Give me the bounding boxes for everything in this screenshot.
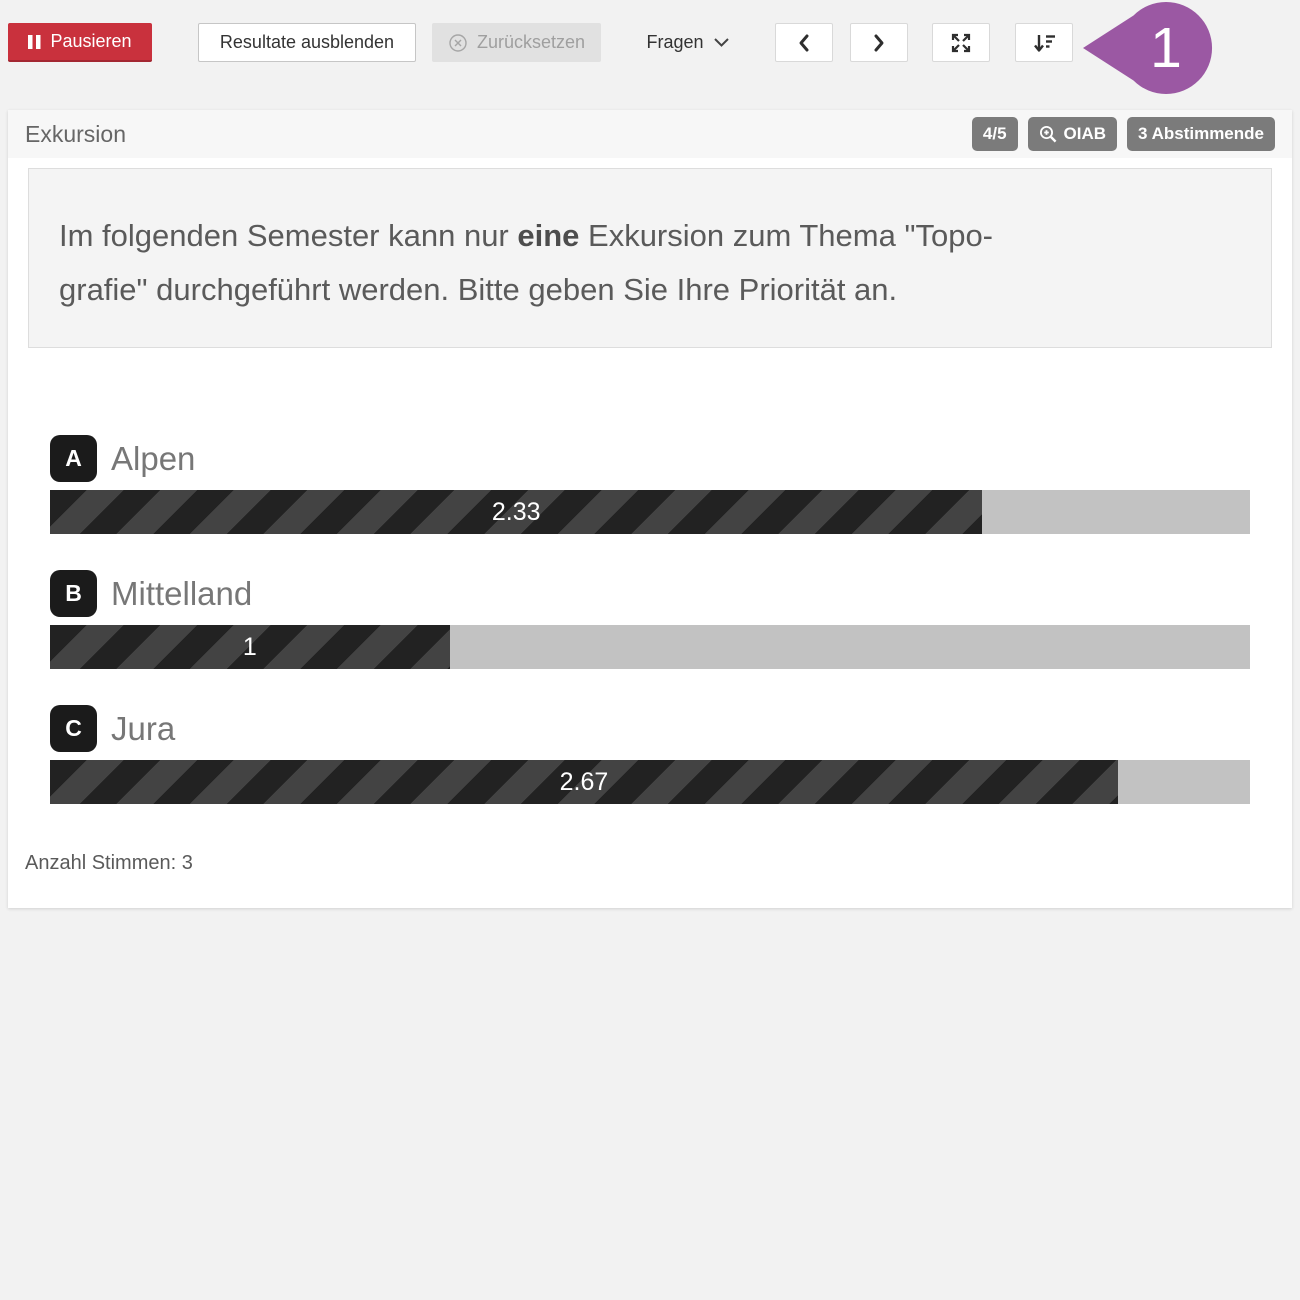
voters-badge: 3 Abstimmende — [1127, 117, 1275, 151]
previous-question-button[interactable] — [775, 23, 833, 62]
progress-badge-label: 4/5 — [982, 124, 1007, 143]
questions-dropdown[interactable]: Fragen — [640, 23, 736, 62]
question-title: Exkursion — [25, 120, 126, 147]
zoom-in-icon — [1039, 125, 1058, 144]
pause-icon — [28, 34, 41, 50]
result-bar-fill: 2.67 — [50, 760, 1118, 804]
expand-arrows-icon — [950, 32, 972, 54]
hide-results-label: Resultate ausblenden — [219, 32, 395, 52]
brand-badge[interactable]: OIAB — [1027, 117, 1118, 151]
answer-option-c: C Jura 2.67 — [50, 705, 1250, 835]
option-letter-badge: C — [50, 705, 97, 752]
question-text-box: Im folgenden Semester kann nur eine Exku… — [28, 168, 1272, 348]
option-letter-badge: A — [50, 435, 97, 482]
option-label: Alpen — [111, 439, 196, 477]
answer-option-b: B Mittelland 1 — [50, 570, 1250, 700]
question-text-line2: grafie" durchgeführt werden. Bitte geben… — [59, 272, 898, 307]
chevron-down-icon — [713, 37, 730, 48]
option-label: Jura — [111, 709, 176, 747]
next-question-button[interactable] — [850, 23, 908, 62]
result-bar-fill: 2.33 — [50, 490, 983, 534]
answer-option-a: A Alpen 2.33 — [50, 435, 1250, 565]
result-bar-track: 2.33 — [50, 490, 1250, 534]
brand-badge-label: OIAB — [1063, 124, 1107, 143]
reset-button: Zurücksetzen — [432, 23, 601, 62]
result-bar-track: 1 — [50, 625, 1250, 669]
result-bar-value: 2.67 — [559, 767, 609, 796]
annotation-marker-number: 1 — [1150, 16, 1182, 80]
voters-badge-label: 3 Abstimmende — [1138, 124, 1264, 143]
result-bar-fill: 1 — [50, 625, 450, 669]
votes-count-label: Anzahl Stimmen: 3 — [25, 852, 193, 874]
hide-results-button[interactable]: Resultate ausblenden — [198, 23, 416, 62]
chevron-left-icon — [798, 33, 810, 53]
result-bar-track: 2.67 — [50, 760, 1250, 804]
chevron-right-icon — [873, 33, 885, 53]
result-bar-value: 1 — [242, 632, 257, 661]
option-label: Mittelland — [111, 574, 253, 612]
questions-label: Fragen — [646, 32, 704, 52]
question-text-line1: Im folgenden Semester kann nur eine Exku… — [59, 218, 994, 253]
circle-x-icon — [448, 33, 468, 53]
option-letter-badge: B — [50, 570, 97, 617]
sort-amount-icon — [1033, 33, 1056, 53]
progress-badge: 4/5 — [971, 117, 1018, 151]
card-header: Exkursion 4/5 OIAB 3 Abstimmende — [8, 110, 1292, 158]
annotation-marker-1: 1 — [1080, 0, 1225, 96]
question-result-card: Exkursion 4/5 OIAB 3 Abstimmende — [8, 110, 1292, 908]
sort-results-button[interactable] — [1015, 23, 1073, 62]
pause-button[interactable]: Pausieren — [8, 23, 152, 62]
reset-label: Zurücksetzen — [476, 32, 586, 52]
pause-label: Pausieren — [50, 31, 132, 51]
result-bar-value: 2.33 — [491, 497, 541, 526]
fullscreen-button[interactable] — [932, 23, 990, 62]
